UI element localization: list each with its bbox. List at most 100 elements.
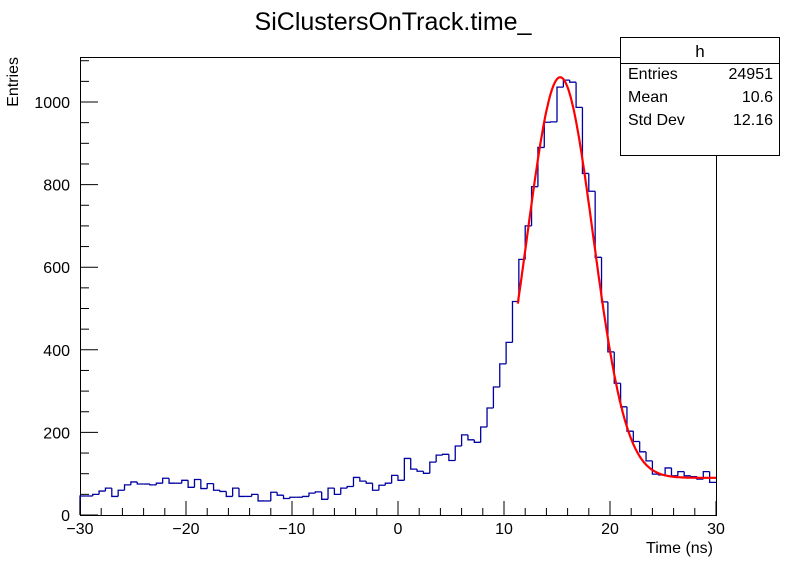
histogram-bin [454, 445, 462, 461]
histogram-bin [639, 441, 647, 453]
histogram-bin [270, 491, 278, 501]
histogram-bin [594, 191, 602, 258]
histogram-bin [543, 121, 551, 148]
histogram-bin [683, 471, 691, 477]
x-tick-label: −10 [278, 521, 305, 538]
histogram-bin [187, 480, 195, 488]
histogram-bin [588, 173, 596, 192]
histogram-bin [365, 481, 373, 484]
histogram-bin [473, 439, 481, 443]
histogram-bin [98, 490, 106, 495]
histogram-bin [346, 485, 354, 489]
stats-box: h Entries 24951 Mean 10.6 Std Dev 12.16 [620, 37, 780, 156]
stats-mean-label: Mean [628, 89, 668, 106]
histogram-bin [289, 496, 297, 499]
x-tick-label: −20 [172, 521, 199, 538]
histogram-bin [117, 489, 125, 497]
histogram-bin [486, 407, 494, 428]
histogram-bin [575, 82, 583, 109]
histogram-bin [429, 461, 437, 474]
histogram-bin [632, 431, 640, 443]
histogram-bin [130, 481, 138, 485]
histogram-bin [569, 80, 577, 83]
histogram-bin [276, 492, 284, 496]
y-tick-label: 0 [61, 508, 70, 525]
histogram-bin [581, 107, 589, 175]
histogram-bin [231, 487, 239, 497]
histogram-bin [327, 487, 335, 500]
histogram-bin [168, 478, 176, 484]
histogram-bin [149, 484, 157, 486]
histogram-bin [340, 487, 348, 495]
histogram-bin [378, 484, 386, 491]
histogram-bin [460, 434, 468, 447]
y-tick-label: 1000 [34, 95, 70, 112]
plot-frame [80, 57, 717, 516]
histogram-bin [251, 493, 259, 497]
histogram-bin [600, 257, 608, 303]
x-tick-label: 10 [495, 521, 513, 538]
x-tick-label: 30 [707, 521, 725, 538]
x-tick-label: 20 [601, 521, 619, 538]
histogram-bin [416, 469, 424, 472]
histogram-bin [441, 453, 449, 456]
chart-title: SiClustersOnTrack.time_ [255, 8, 533, 36]
histogram-bin [136, 481, 144, 485]
histogram-bin [708, 471, 716, 484]
stats-entries-value: 24951 [729, 66, 774, 83]
histogram-bin [308, 492, 316, 497]
histogram-bin [397, 475, 405, 481]
histogram-bin [225, 491, 233, 498]
histogram-bin [238, 488, 246, 498]
histogram-bin [104, 487, 112, 492]
histogram-bin [92, 493, 100, 497]
histogram-bin [626, 406, 634, 432]
histogram-bin [301, 495, 309, 498]
histogram-bin [499, 363, 507, 387]
histogram-bin [435, 454, 443, 463]
stats-mean-value: 10.6 [742, 89, 773, 106]
histogram-bin [181, 479, 189, 484]
y-tick-label: 200 [43, 425, 70, 442]
y-tick-label: 600 [43, 260, 70, 277]
histogram-bin [403, 457, 411, 481]
histogram-bin [200, 479, 208, 490]
y-tick-label: 400 [43, 343, 70, 360]
histogram-bin [480, 426, 488, 443]
stats-stddev-value: 12.16 [733, 112, 773, 129]
histogram-bin [689, 475, 697, 478]
histogram-bin [384, 482, 392, 486]
histogram-bin [670, 467, 678, 477]
y-tick-label: 800 [43, 178, 70, 195]
histogram-bin [314, 491, 322, 494]
histogram-bin [702, 470, 710, 480]
histogram-bin [607, 301, 615, 353]
histogram-bin [352, 476, 360, 487]
histogram-bin [613, 351, 621, 384]
histogram-bin [111, 488, 119, 498]
histogram-bin [537, 146, 545, 187]
histogram-bin [333, 488, 341, 496]
histogram-bin [257, 494, 265, 502]
histogram-bin [390, 474, 398, 484]
histogram-bin [677, 470, 685, 476]
histogram-bin [556, 86, 564, 122]
histogram-bin [206, 482, 214, 489]
fit-curve [516, 76, 716, 479]
histogram-bin [422, 471, 430, 474]
histogram-bin [492, 386, 500, 409]
histogram-bin [530, 186, 538, 226]
x-tick-label: −30 [66, 521, 93, 538]
histogram-bin [664, 467, 672, 475]
histogram-bin [282, 495, 290, 500]
histogram-bin [505, 341, 513, 364]
plot-area: −30 −20 −10 0 10 20 30 0 200 400 600 800 1000 [34, 57, 725, 538]
histogram-bin [645, 451, 653, 462]
histogram-bin [511, 300, 519, 343]
histogram-bin [155, 482, 163, 485]
x-tick-label: 0 [394, 521, 403, 538]
histogram-bin [212, 483, 220, 491]
x-axis-label: Time (ns) [646, 540, 713, 557]
histogram-bin [162, 477, 170, 484]
